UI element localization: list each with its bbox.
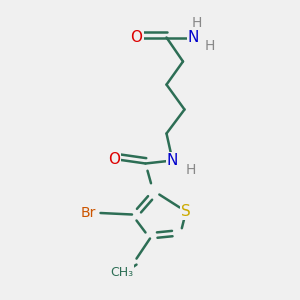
Text: O: O: [130, 30, 142, 45]
Text: S: S: [181, 204, 191, 219]
Text: N: N: [188, 30, 199, 45]
Text: H: H: [205, 39, 215, 52]
Text: Br: Br: [81, 206, 96, 220]
Text: CH₃: CH₃: [110, 266, 134, 279]
Text: H: H: [191, 16, 202, 30]
Text: O: O: [108, 152, 120, 166]
Text: N: N: [167, 153, 178, 168]
Text: H: H: [185, 163, 196, 176]
